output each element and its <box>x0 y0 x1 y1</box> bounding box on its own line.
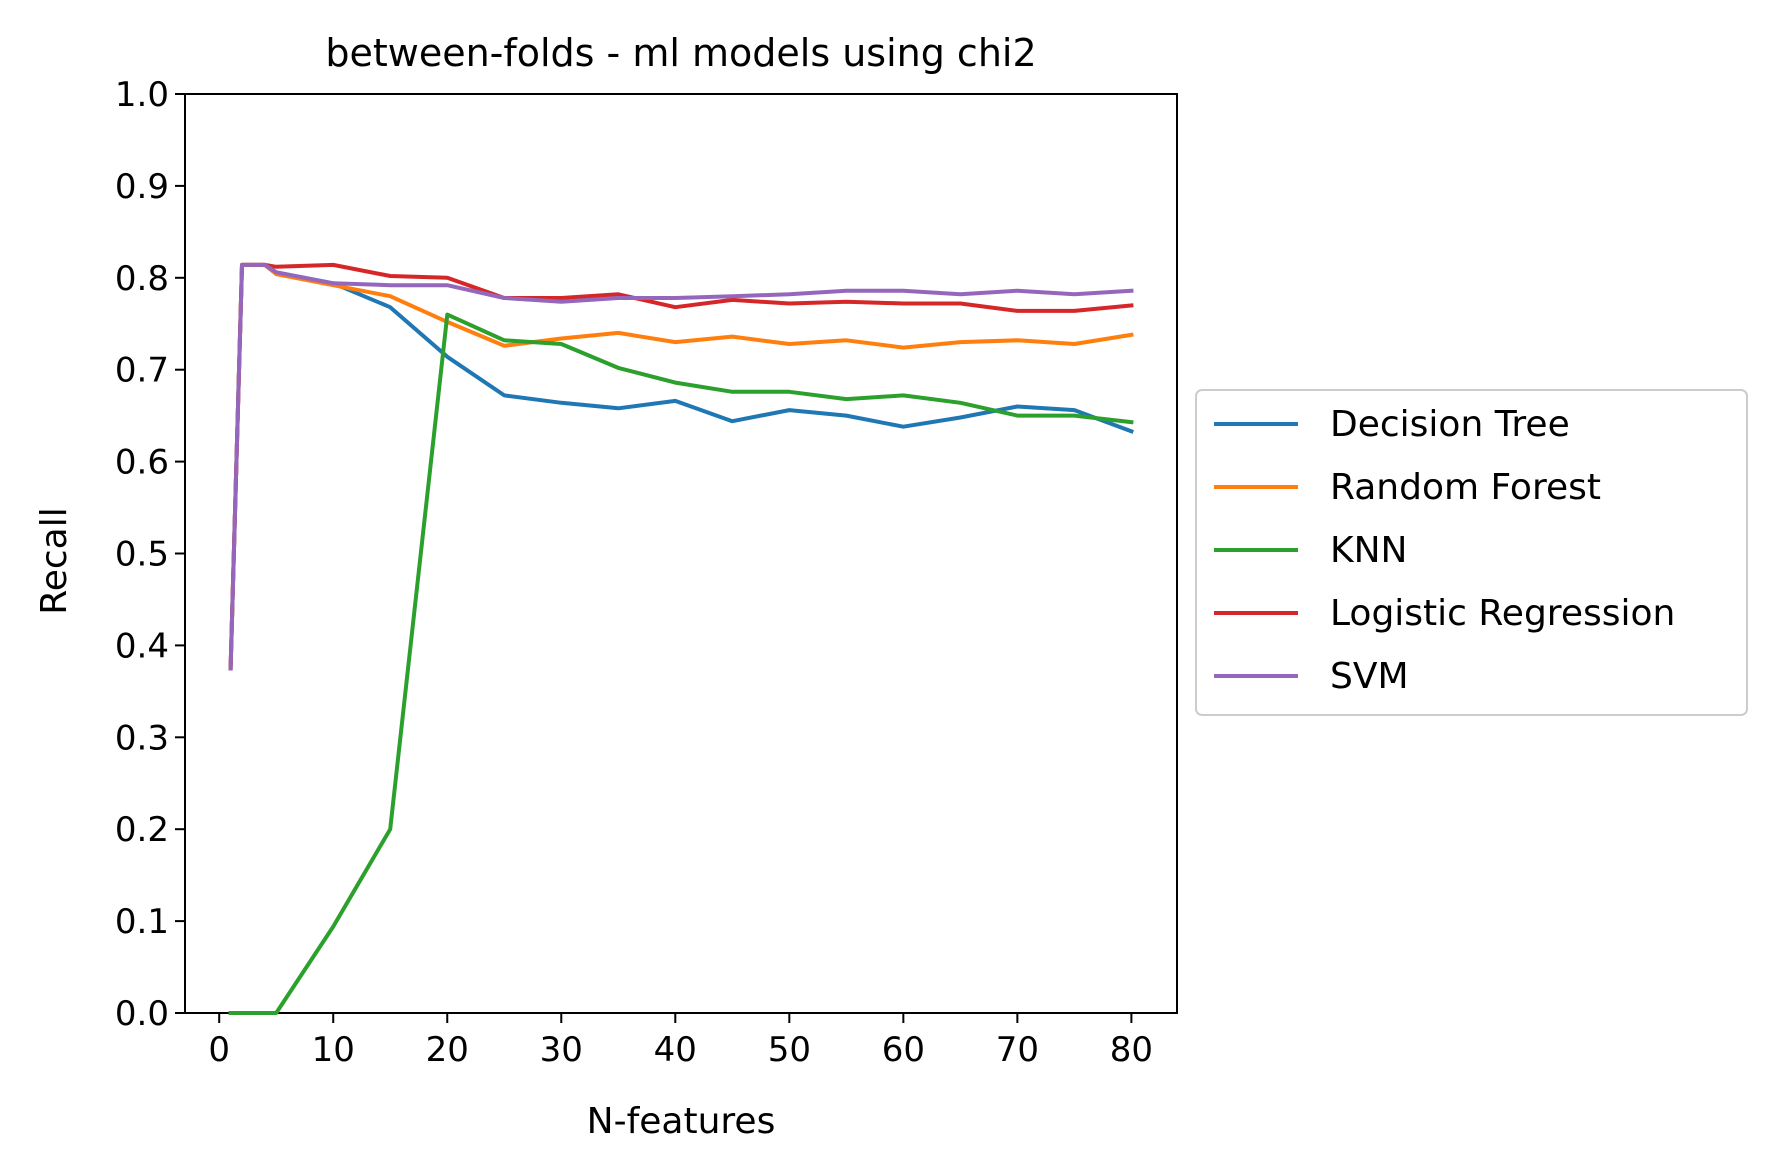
legend-item: Logistic Regression <box>1214 593 1675 634</box>
y-tick-label: 0.8 <box>115 259 169 299</box>
legend-box <box>1195 389 1748 716</box>
y-axis-label: Recall <box>34 507 75 614</box>
x-axis-label: N-features <box>587 1101 776 1142</box>
x-tick-label: 70 <box>996 1030 1039 1070</box>
series-line-logistic-regression <box>228 262 1134 671</box>
plot-area <box>184 93 1178 1014</box>
legend-item: Decision Tree <box>1214 404 1570 445</box>
y-tick-label: 0.0 <box>115 994 169 1034</box>
legend-item: KNN <box>1214 530 1407 571</box>
x-tick-label: 60 <box>882 1030 925 1070</box>
series-lines <box>228 262 1134 1015</box>
legend-label: KNN <box>1330 530 1407 571</box>
series-line-random-forest <box>228 262 1134 671</box>
series-line-svm <box>228 262 1134 671</box>
x-tick-label: 50 <box>768 1030 811 1070</box>
x-tick-label: 20 <box>426 1030 469 1070</box>
y-axis: 0.0 0.1 0.2 0.3 0.4 0.5 0.6 0.7 0.8 0.9 1.0 <box>115 75 185 1034</box>
x-axis: 0 10 20 30 40 50 60 70 80 <box>208 1013 1153 1070</box>
plot-frame <box>184 93 1178 1014</box>
y-tick-label: 0.7 <box>115 351 169 391</box>
legend-item: Random Forest <box>1214 467 1601 508</box>
series-line-knn <box>228 312 1134 1015</box>
chart-title: between-folds - ml models using chi2 <box>325 31 1036 75</box>
legend-label: Logistic Regression <box>1330 593 1675 634</box>
legend-label: Random Forest <box>1330 467 1601 508</box>
y-tick-label: 1.0 <box>115 75 169 115</box>
series-line-decision-tree <box>228 262 1134 671</box>
x-tick-label: 30 <box>540 1030 583 1070</box>
x-tick-label: 0 <box>208 1030 230 1070</box>
x-tick-label: 80 <box>1110 1030 1153 1070</box>
legend-item: SVM <box>1214 656 1409 697</box>
y-tick-label: 0.3 <box>115 718 169 758</box>
x-tick-label: 40 <box>654 1030 697 1070</box>
y-tick-label: 0.2 <box>115 810 169 850</box>
y-tick-label: 0.9 <box>115 167 169 207</box>
legend-label: SVM <box>1330 656 1409 697</box>
legend-label: Decision Tree <box>1330 404 1570 445</box>
y-tick-label: 0.4 <box>115 626 169 666</box>
x-tick-label: 10 <box>312 1030 355 1070</box>
legend: Decision Tree Random Forest KNN Logistic Re… <box>1195 389 1748 716</box>
y-tick-label: 0.1 <box>115 902 169 942</box>
y-tick-label: 0.6 <box>115 443 169 483</box>
y-tick-label: 0.5 <box>115 535 169 575</box>
